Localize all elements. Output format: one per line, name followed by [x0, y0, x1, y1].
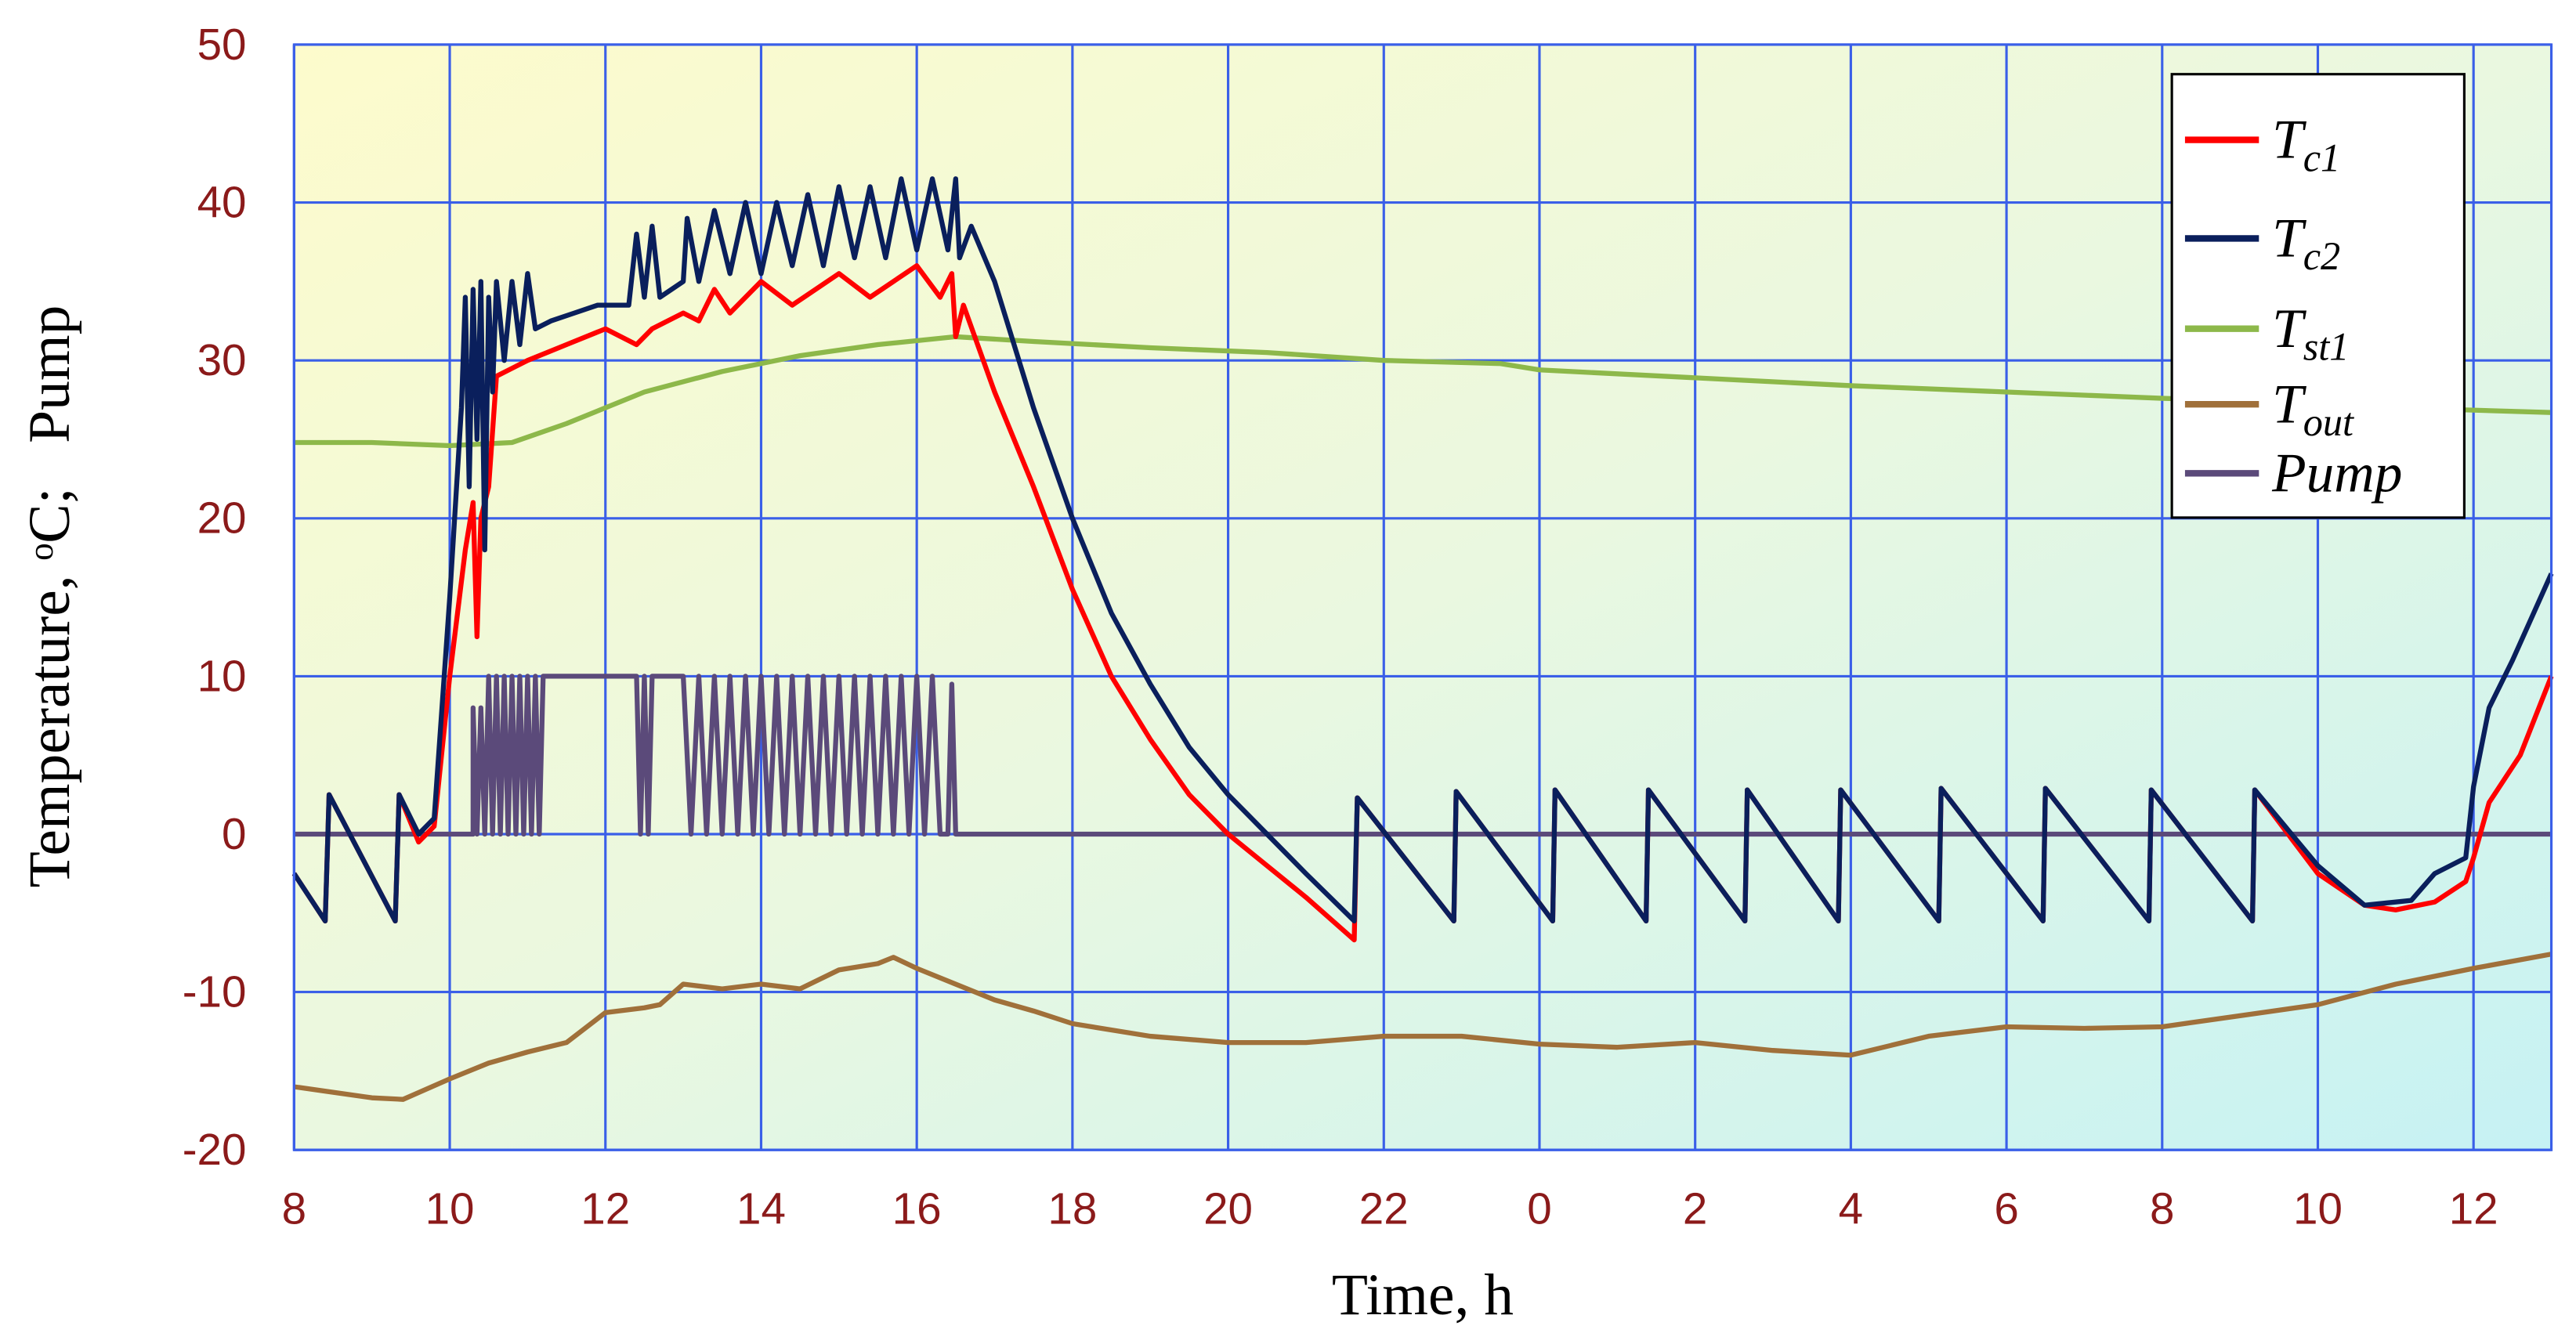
x-tick-label: 12: [581, 1184, 630, 1234]
y-tick-label: -10: [183, 966, 247, 1016]
x-tick-label: 20: [1203, 1184, 1253, 1234]
y-tick-label: 20: [197, 493, 247, 543]
y-tick-label: 0: [222, 809, 246, 858]
y-tick-label: 50: [197, 20, 247, 69]
series-line: [294, 334, 2552, 449]
legend-label: Tc1: [2272, 109, 2340, 180]
x-tick-label: 8: [282, 1184, 306, 1234]
series-layer: [291, 176, 2554, 1102]
y-axis-label: Temperature, ᵒC; Pump: [17, 305, 82, 888]
series-line: [291, 176, 2554, 924]
x-axis-label: Time, h: [1332, 1263, 1514, 1328]
x-tick-label: 22: [1359, 1184, 1409, 1234]
legend-label: Pump: [2271, 442, 2402, 504]
x-tick-label: 10: [2293, 1184, 2343, 1234]
x-tick-label: 4: [1839, 1184, 1863, 1234]
series-line: [294, 674, 2552, 837]
x-tick-label: 18: [1047, 1184, 1097, 1234]
x-tick-label: 8: [2150, 1184, 2174, 1234]
series-line: [293, 952, 2552, 1102]
y-tick-label: 40: [197, 177, 247, 226]
plot-frame: [292, 43, 2553, 1151]
x-tick-label: 12: [2449, 1184, 2498, 1234]
x-tick-label: 0: [1527, 1184, 1551, 1234]
x-tick-label: 2: [1683, 1184, 1707, 1234]
y-tick-label: 30: [197, 335, 247, 385]
legend-label: Tc2: [2272, 207, 2340, 278]
legend-label: Tout: [2272, 373, 2354, 444]
y-tick-label: 10: [197, 651, 247, 700]
legend-label: Tst1: [2272, 298, 2349, 369]
legend-box: [2170, 73, 2466, 519]
y-tick-label: -20: [183, 1125, 247, 1174]
x-tick-label: 6: [1994, 1184, 2018, 1234]
x-tick-label: 16: [892, 1184, 942, 1234]
x-tick-label: 14: [736, 1184, 786, 1234]
x-tick-label: 10: [425, 1184, 475, 1234]
